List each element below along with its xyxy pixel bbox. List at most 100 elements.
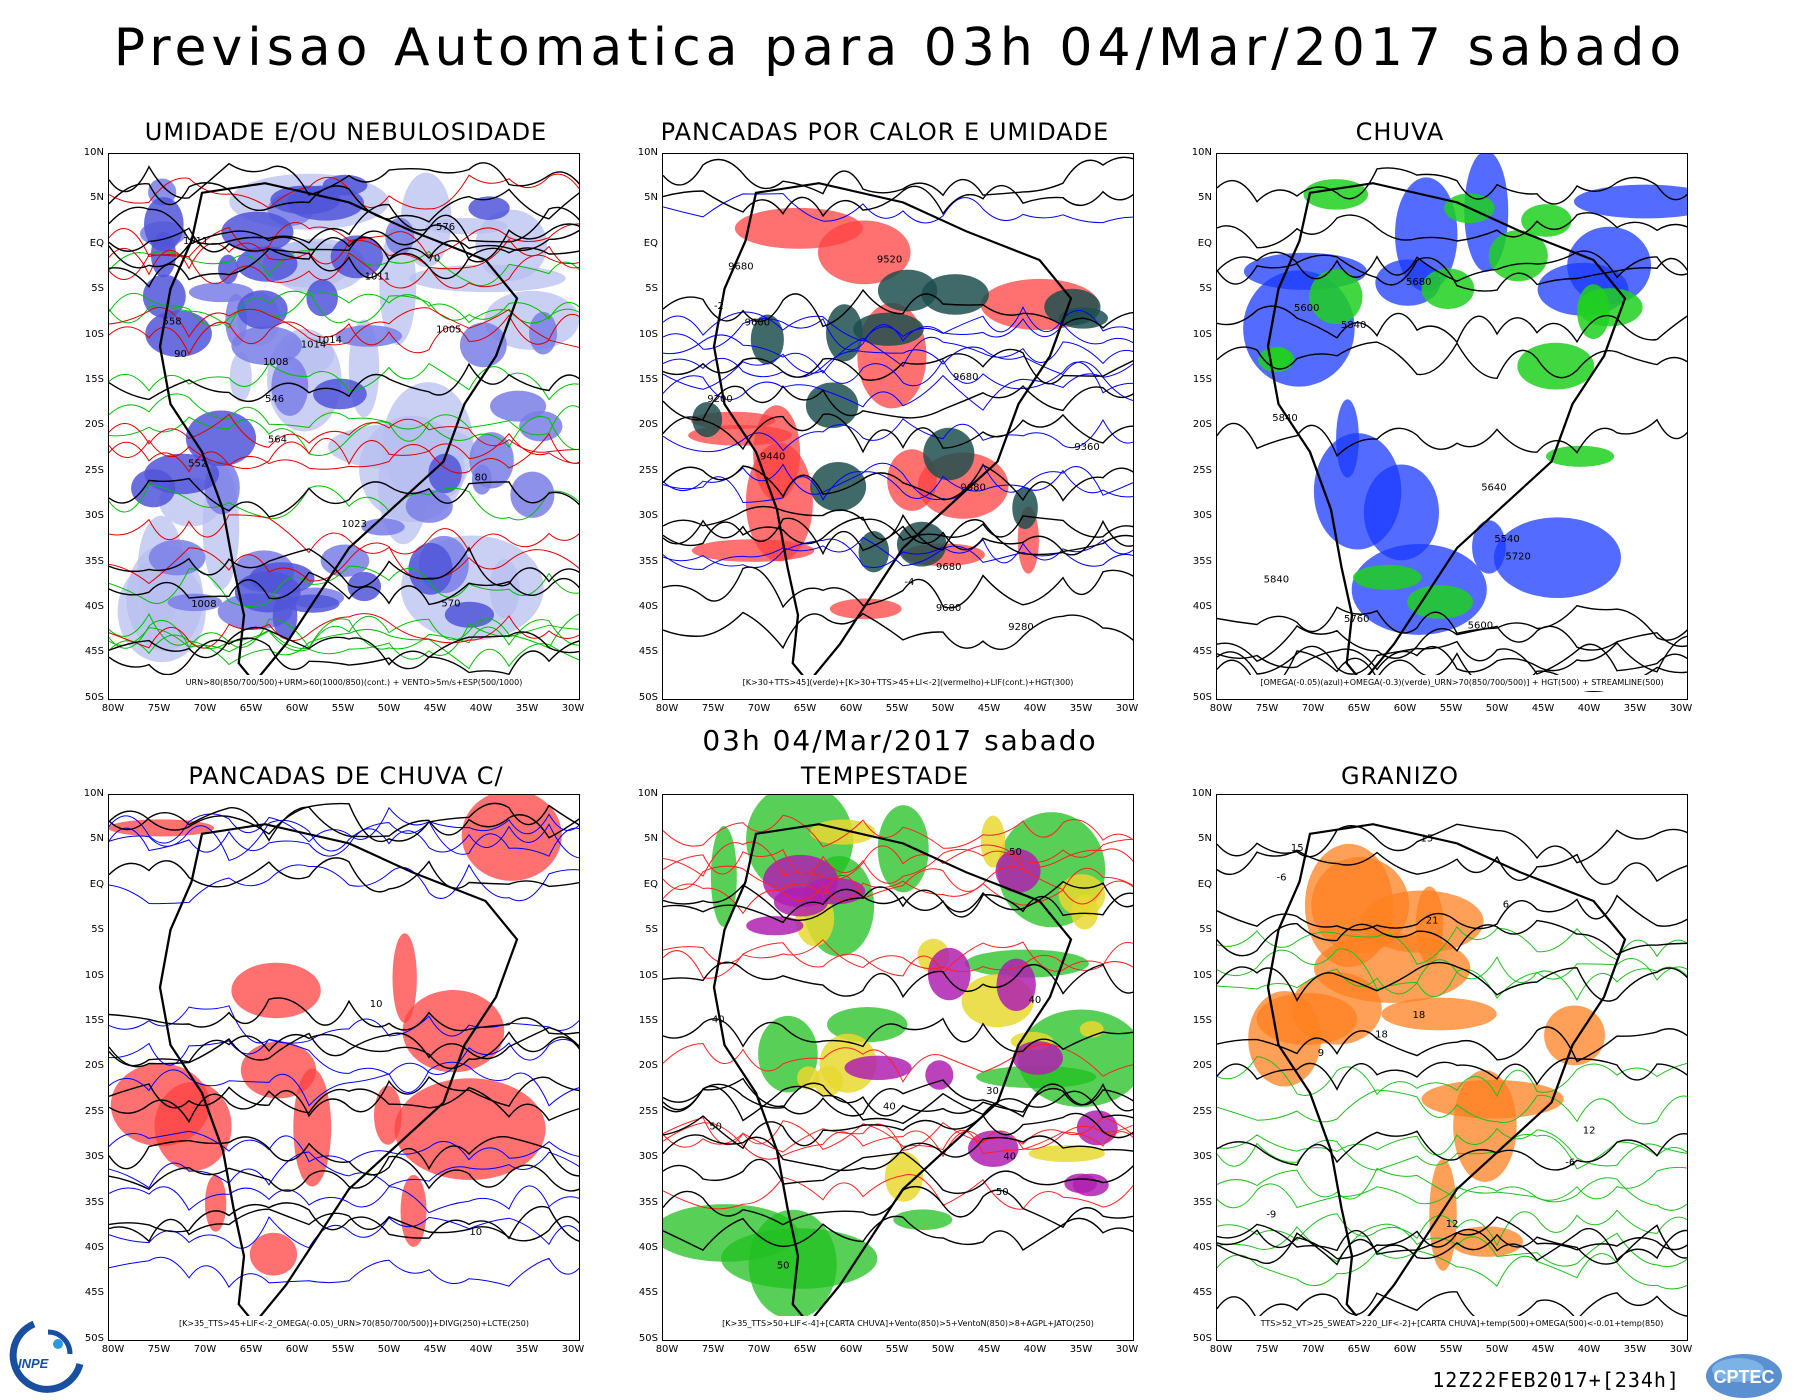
contour-line bbox=[1217, 849, 1687, 885]
map-canvas: 18 15 12 9 6 -6 21 18 15 12 -6 -9 bbox=[1217, 823, 1687, 1326]
fill-region bbox=[425, 217, 508, 235]
contour-label: 570 bbox=[441, 598, 460, 609]
lat-tick-label: 5S bbox=[91, 283, 104, 295]
lon-tick-label: 65W bbox=[793, 703, 817, 714]
lat-tick-label: 25S bbox=[638, 464, 658, 476]
fill-region bbox=[529, 311, 558, 355]
contour-line bbox=[1217, 1026, 1687, 1063]
lat-tick-label: EQ bbox=[1197, 878, 1212, 890]
fill-region bbox=[394, 1078, 546, 1180]
contour-label: 21 bbox=[1426, 916, 1439, 927]
fill-region bbox=[471, 464, 493, 495]
fill-region bbox=[400, 1174, 427, 1247]
lon-tick-label: 75W bbox=[147, 1344, 171, 1355]
contour-line bbox=[663, 814, 1133, 849]
lat-tick-label: 20S bbox=[1192, 1060, 1212, 1072]
fill-region bbox=[110, 1063, 210, 1147]
lon-tick-label: 70W bbox=[193, 703, 217, 714]
contour-line bbox=[109, 247, 579, 288]
contour-label: 9360 bbox=[1074, 442, 1099, 453]
contour-line bbox=[109, 1086, 579, 1124]
lon-tick-label: 40W bbox=[1577, 1344, 1601, 1355]
contour-line bbox=[1217, 1089, 1687, 1125]
lat-tick-label: 45S bbox=[84, 1287, 104, 1299]
fill-region bbox=[361, 518, 405, 536]
lon-tick-label: 55W bbox=[885, 1344, 909, 1355]
fill-region bbox=[923, 427, 975, 481]
contour-line bbox=[663, 1085, 1133, 1125]
contour-label: 70 bbox=[428, 254, 441, 265]
contour-line bbox=[109, 546, 579, 588]
fill-region bbox=[408, 542, 453, 595]
lat-tick-label: 35S bbox=[638, 1196, 658, 1208]
lat-tick-label: 40S bbox=[638, 1242, 658, 1253]
forecast-map: 5840 5840 5840 5760 5680 5600 5720 5600 5640 5540… bbox=[1216, 153, 1688, 700]
contour-line bbox=[663, 865, 1133, 900]
forecast-map: 1011 576 1008 1014 570 1005 1008 1014 564 558 552 5… bbox=[108, 153, 580, 700]
lon-tick-label: 45W bbox=[423, 1344, 447, 1355]
contour-label: 5600 bbox=[1468, 620, 1493, 631]
lat-tick-label: 45S bbox=[1192, 646, 1212, 658]
panel-title: UMIDADE E/OU NEBULOSIDADE bbox=[144, 118, 548, 146]
contour-line bbox=[663, 1174, 1133, 1210]
lon-tick-label: 80W bbox=[1209, 703, 1233, 714]
contour-line bbox=[109, 637, 579, 676]
contour-label: 9680 bbox=[936, 603, 961, 614]
contour-label: 18 bbox=[1375, 1030, 1388, 1041]
fill-region bbox=[692, 402, 723, 438]
contour-line bbox=[663, 462, 1133, 500]
contour-label: 10 bbox=[370, 999, 383, 1010]
fill-region bbox=[144, 453, 220, 495]
fill-region bbox=[925, 1060, 954, 1090]
contour-line bbox=[1217, 894, 1687, 931]
lon-tick-label: 50W bbox=[1485, 1344, 1509, 1355]
contour-line bbox=[663, 1082, 1133, 1117]
coastline bbox=[712, 823, 1073, 1326]
lat-tick-label: 20S bbox=[638, 1060, 658, 1072]
lon-tick-label: 65W bbox=[239, 703, 263, 714]
fill-region bbox=[995, 849, 1041, 893]
lon-tick-label: 50W bbox=[1485, 703, 1509, 714]
contour-line bbox=[1217, 823, 1687, 864]
lat-tick-label: 5S bbox=[1199, 924, 1212, 936]
lat-tick-label: 5S bbox=[1199, 283, 1212, 295]
lon-tick-label: 65W bbox=[1347, 703, 1371, 714]
lon-tick-label: 80W bbox=[101, 703, 125, 714]
fill-region bbox=[817, 220, 911, 285]
fill-region bbox=[231, 962, 321, 1019]
contour-line bbox=[663, 941, 1133, 979]
lon-tick-label: 60W bbox=[839, 1344, 863, 1355]
contour-line bbox=[109, 413, 579, 453]
contour-line bbox=[663, 517, 1133, 556]
inpe-logo-text: INPE bbox=[18, 1356, 49, 1371]
lon-tick-label: 50W bbox=[377, 703, 401, 714]
lat-tick-label: 10N bbox=[637, 788, 658, 799]
lat-tick-label: EQ bbox=[643, 878, 658, 890]
lon-tick-label: 45W bbox=[1531, 703, 1555, 714]
contour-label: 1011 bbox=[365, 271, 390, 282]
lat-tick-label: 20S bbox=[84, 1060, 104, 1072]
contour-label: 5640 bbox=[1481, 482, 1506, 493]
contour-label: 5760 bbox=[1344, 614, 1369, 625]
contour-label: 1011 bbox=[183, 236, 208, 247]
contour-line bbox=[1217, 1127, 1687, 1167]
fill-region bbox=[844, 1055, 912, 1081]
cptec-logo-text: CPTEC bbox=[1713, 1367, 1774, 1387]
contour-label: 50 bbox=[777, 1260, 790, 1271]
lat-tick-label: 10S bbox=[84, 969, 104, 981]
lon-tick-label: 45W bbox=[977, 703, 1001, 714]
contour-label: 12 bbox=[1583, 1126, 1596, 1137]
lon-tick-label: 70W bbox=[747, 703, 771, 714]
lon-tick-label: 50W bbox=[931, 1344, 955, 1355]
contour-line bbox=[109, 565, 579, 607]
contour-label: 9280 bbox=[1008, 622, 1033, 633]
fill-region bbox=[236, 246, 298, 282]
contour-label: 9680 bbox=[953, 372, 978, 383]
contour-line bbox=[663, 838, 1133, 880]
lat-tick-label: 40S bbox=[84, 1242, 104, 1253]
lon-tick-label: 30W bbox=[1669, 703, 1693, 714]
contour-line bbox=[1217, 1291, 1687, 1324]
fill-region bbox=[231, 326, 302, 365]
panel-legend: TTS>52_VT>25_SWEAT>220_LIF<-2]+[CARTA CH… bbox=[1247, 1316, 1677, 1332]
fill-region bbox=[1309, 269, 1363, 325]
